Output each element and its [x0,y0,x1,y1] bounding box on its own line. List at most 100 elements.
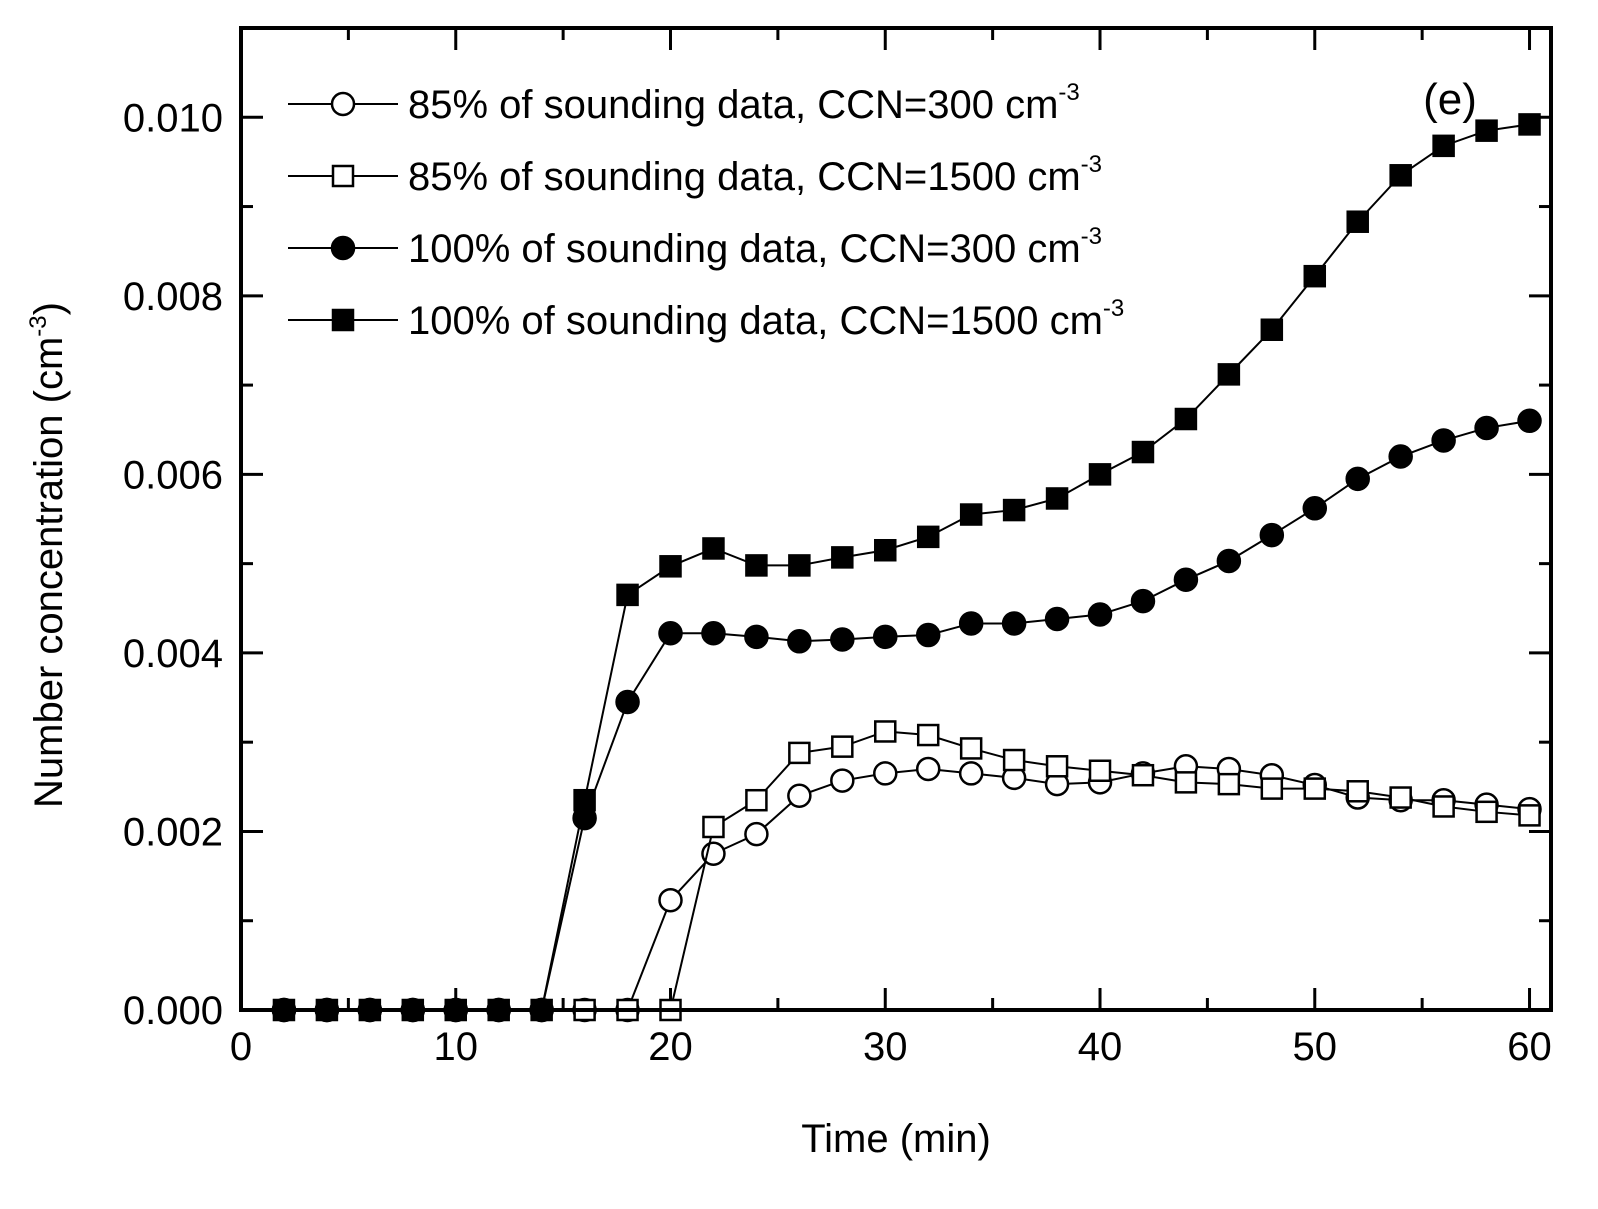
data-point [959,503,983,526]
x-tick-label: 50 [1293,1025,1338,1069]
data-point [744,624,769,650]
data-point [1130,588,1156,614]
data-point [1044,606,1070,632]
x-tick-labels: 0 10 20 30 40 50 60 [230,1025,1552,1069]
data-point [874,538,897,562]
data-point [1174,407,1198,431]
x-tick-label: 20 [648,1025,693,1069]
data-point [830,627,855,652]
data-point [1389,164,1412,187]
legend-label-text: 100% of sounding data, CCN=1500 cm [408,299,1103,343]
data-point [1303,264,1327,288]
legend-label-exponent: -3 [1081,151,1102,178]
legend: 85% of sounding data, CCN=300 cm-385% of… [288,79,1124,343]
data-point [958,611,984,636]
panel-label: (e) [1423,75,1477,124]
data-point [1389,786,1412,809]
x-tick-label: 10 [434,1025,479,1069]
data-point [1088,759,1112,782]
legend-marker [331,164,355,188]
series-group [271,113,1542,1023]
data-point [1045,487,1069,510]
data-point [873,624,898,650]
data-point [1518,804,1541,827]
data-point [830,768,855,793]
legend-marker [331,308,355,332]
data-point [787,783,812,808]
data-point [745,788,768,812]
x-tick-label: 0 [230,1025,252,1069]
y-tick-labels: 0.000 0.002 0.004 0.006 0.008 0.010 [123,96,223,1033]
data-point [745,554,768,577]
x-tick-label: 60 [1507,1025,1552,1069]
data-point [658,621,683,646]
series-line [283,419,1530,1011]
data-point [1260,777,1284,800]
data-point [1045,755,1069,778]
legend-label: 100% of sounding data, CCN=1500 cm-3 [408,295,1124,343]
y-tick-label: 0.006 [123,453,223,497]
data-point [659,555,682,578]
y-axis-title-text: Number concentration (cm [27,337,71,808]
x-tick-label: 30 [863,1025,908,1069]
data-point [1087,602,1113,627]
data-point [658,887,683,913]
data-point [744,821,769,847]
data-point [1431,428,1456,453]
data-point [1475,800,1498,824]
data-point [1131,440,1155,464]
y-tick-label: 0.004 [123,632,223,676]
y-axis-title-exponent: -3 [25,315,52,336]
data-point [1432,134,1455,158]
data-point [787,629,812,654]
legend-label: 85% of sounding data, CCN=1500 cm-3 [408,151,1102,199]
data-point [1002,498,1026,522]
data-point [1474,415,1499,441]
data-point [831,546,854,569]
data-point [1345,466,1370,492]
legend-item: 100% of sounding data, CCN=1500 cm-3 [288,295,1124,343]
data-point [788,554,811,577]
data-point [958,761,984,786]
data-point [1475,119,1498,142]
data-point [873,761,898,786]
data-point [1217,772,1241,796]
y-axis-title-close: ) [27,302,71,315]
data-point [1303,777,1327,800]
legend-item: 85% of sounding data, CCN=1500 cm-3 [288,151,1102,199]
legend-label-exponent: -3 [1081,223,1102,250]
data-point [1174,771,1198,794]
x-tick-label: 40 [1078,1025,1123,1069]
legend-label: 85% of sounding data, CCN=300 cm-3 [408,79,1080,127]
legend-item: 85% of sounding data, CCN=300 cm-3 [288,79,1080,127]
data-point [616,583,639,607]
data-point [1432,795,1455,818]
data-point [1131,763,1155,787]
series-line [283,765,1530,1011]
data-point [1088,463,1112,486]
legend-label-text: 100% of sounding data, CCN=300 cm [408,227,1081,271]
data-point [1259,522,1285,548]
data-point [702,537,725,560]
data-point [1173,567,1199,592]
legend-label-text: 85% of sounding data, CCN=300 cm [408,83,1058,127]
legend-label-exponent: -3 [1103,295,1124,322]
data-point [615,689,640,715]
y-axis-title: Number concentration (cm-3) [25,302,71,808]
legend-marker [330,91,356,117]
data-point [915,622,941,648]
y-tick-label: 0.002 [123,810,223,854]
data-point [1260,318,1284,341]
y-tick-label: 0.000 [123,989,223,1033]
y-tick-label: 0.010 [123,96,223,140]
data-point [831,735,854,758]
data-point [1517,408,1542,434]
data-point [1388,444,1413,469]
data-point [874,720,897,743]
data-point [1302,496,1328,521]
data-point [702,815,725,839]
data-point [916,525,940,549]
legend-item: 100% of sounding data, CCN=300 cm-3 [288,223,1102,271]
data-point [701,621,726,646]
